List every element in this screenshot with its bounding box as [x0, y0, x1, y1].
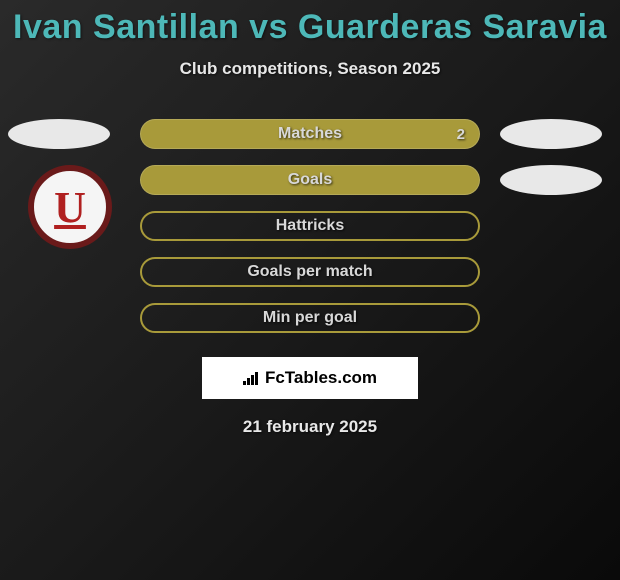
stat-label: Hattricks [276, 217, 344, 235]
player-right-ellipse [500, 119, 602, 149]
stat-row: Hattricks [0, 203, 620, 249]
stat-row: Goals per match [0, 249, 620, 295]
brand-badge: FcTables.com [202, 357, 418, 399]
player-left-ellipse [8, 119, 110, 149]
page-title: Ivan Santillan vs Guarderas Saravia [0, 0, 620, 47]
stat-bar-goals: Goals [140, 165, 480, 195]
stat-row: Matches 2 [0, 111, 620, 157]
stat-label: Goals [288, 171, 332, 189]
stat-label: Matches [278, 125, 342, 143]
date-label: 21 february 2025 [0, 417, 620, 437]
bar-chart-icon [243, 371, 261, 385]
player-right-ellipse [500, 165, 602, 195]
stat-row: Min per goal [0, 295, 620, 341]
stats-container: U Matches 2 Goals Hattricks Goals per ma… [0, 111, 620, 341]
stat-value: 2 [457, 126, 465, 143]
subtitle: Club competitions, Season 2025 [0, 59, 620, 79]
stat-bar-gpm: Goals per match [140, 257, 480, 287]
stat-bar-hattricks: Hattricks [140, 211, 480, 241]
stat-label: Min per goal [263, 309, 357, 327]
stat-bar-mpg: Min per goal [140, 303, 480, 333]
stat-bar-matches: Matches 2 [140, 119, 480, 149]
brand-text: FcTables.com [265, 368, 377, 388]
stat-row: Goals [0, 157, 620, 203]
stat-label: Goals per match [247, 263, 372, 281]
